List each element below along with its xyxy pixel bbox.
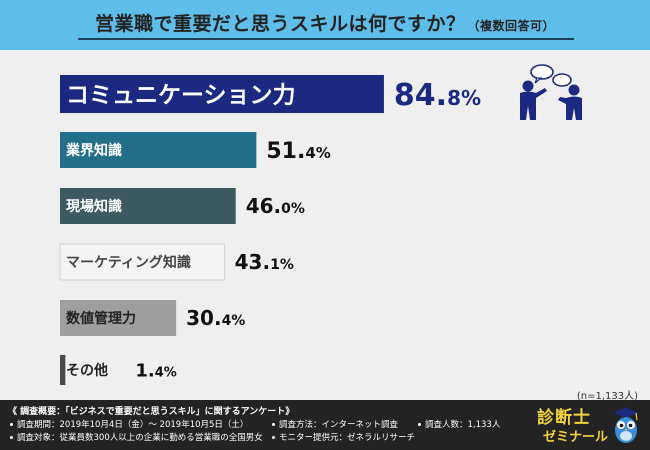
survey-method: 調査方法：インターネット調査 — [272, 418, 398, 430]
bar-row: 数値管理力 30.4% — [60, 300, 245, 336]
category-label: 現場知識 — [66, 198, 122, 215]
value-label: 84.8% — [394, 78, 481, 113]
category-label: 数値管理力 — [66, 310, 136, 327]
bar-row: コミュニケーション力 84.8% — [60, 75, 481, 113]
people-talking-icon — [520, 64, 582, 120]
survey-method-text: 調査方法：インターネット調査 — [279, 420, 399, 430]
category-label: マーケティング知識 — [66, 254, 191, 271]
bar — [60, 132, 257, 168]
owl-mascot-icon — [614, 407, 638, 443]
category-label: コミュニケーション力 — [66, 82, 296, 108]
bar-row: 業界知識 51.4% — [60, 132, 331, 168]
survey-target-text: 調査対象：従業員数300人以上の企業に勤める営業職の全国男女 — [17, 433, 263, 443]
brand-logo: 診断士 ゼミナール — [537, 403, 642, 447]
value-label: 30.4% — [186, 306, 245, 330]
bar-chart: コミュニケーション力 84.8% 業界知識 51.4% 現場知識 46.0% マーケティング… — [59, 64, 582, 385]
bars-layer: コミュニケーション力 84.8% 業界知識 51.4% 現場知識 46.0% マーケティング… — [59, 75, 481, 385]
survey-count: 調査人数：1,133人 — [418, 418, 500, 430]
value-label: 43.1% — [235, 250, 294, 274]
survey-period-text: 調査期間：2019年10月4日（金）〜 2019年10月5日（土） — [17, 420, 249, 430]
chart-title-text: 営業職で重要だと思うスキルは何ですか？ — [94, 13, 466, 35]
bar-row: マーケティング知識 43.1% — [59, 243, 294, 281]
sample-size: (n=1,133人) — [576, 391, 638, 402]
chart-title: 営業職で重要だと思うスキルは何ですか？ （複数回答可） — [0, 9, 650, 36]
bar — [60, 188, 236, 224]
survey-provider: モニター提供元：ゼネラルリサーチ — [272, 431, 415, 443]
value-label: 46.0% — [246, 194, 305, 218]
survey-count-text: 調査人数：1,133人 — [425, 420, 501, 430]
bar — [59, 243, 226, 281]
bar-row: 現場知識 46.0% — [60, 188, 305, 224]
bar — [60, 355, 66, 385]
category-label: 業界知識 — [65, 142, 122, 159]
bar-row: その他 1.4% — [60, 355, 177, 385]
brand-name-line2: ゼミナール — [543, 430, 609, 445]
chart-title-note: （複数回答可） — [467, 19, 556, 33]
survey-period: 調査期間：2019年10月4日（金）〜 2019年10月5日（土） — [10, 418, 248, 430]
survey-target: 調査対象：従業員数300人以上の企業に勤める営業職の全国男女 — [10, 431, 263, 443]
brand-name-line1: 診断士 — [537, 408, 591, 428]
footer-panel: 《 調査概要：「ビジネスで重要だと思うスキル」に関するアンケート》 調査期間：2… — [0, 400, 650, 450]
value-label: 51.4% — [266, 139, 330, 164]
value-label: 1.4% — [135, 360, 176, 381]
title-underline — [78, 38, 574, 40]
bar — [60, 75, 384, 113]
bar — [60, 300, 177, 336]
header-band: 営業職で重要だと思うスキルは何ですか？ （複数回答可） — [0, 0, 650, 50]
survey-provider-text: モニター提供元：ゼネラルリサーチ — [279, 433, 416, 443]
category-label: その他 — [66, 362, 108, 379]
survey-title: 《 調査概要：「ビジネスで重要だと思うスキル」に関するアンケート》 — [8, 407, 295, 417]
